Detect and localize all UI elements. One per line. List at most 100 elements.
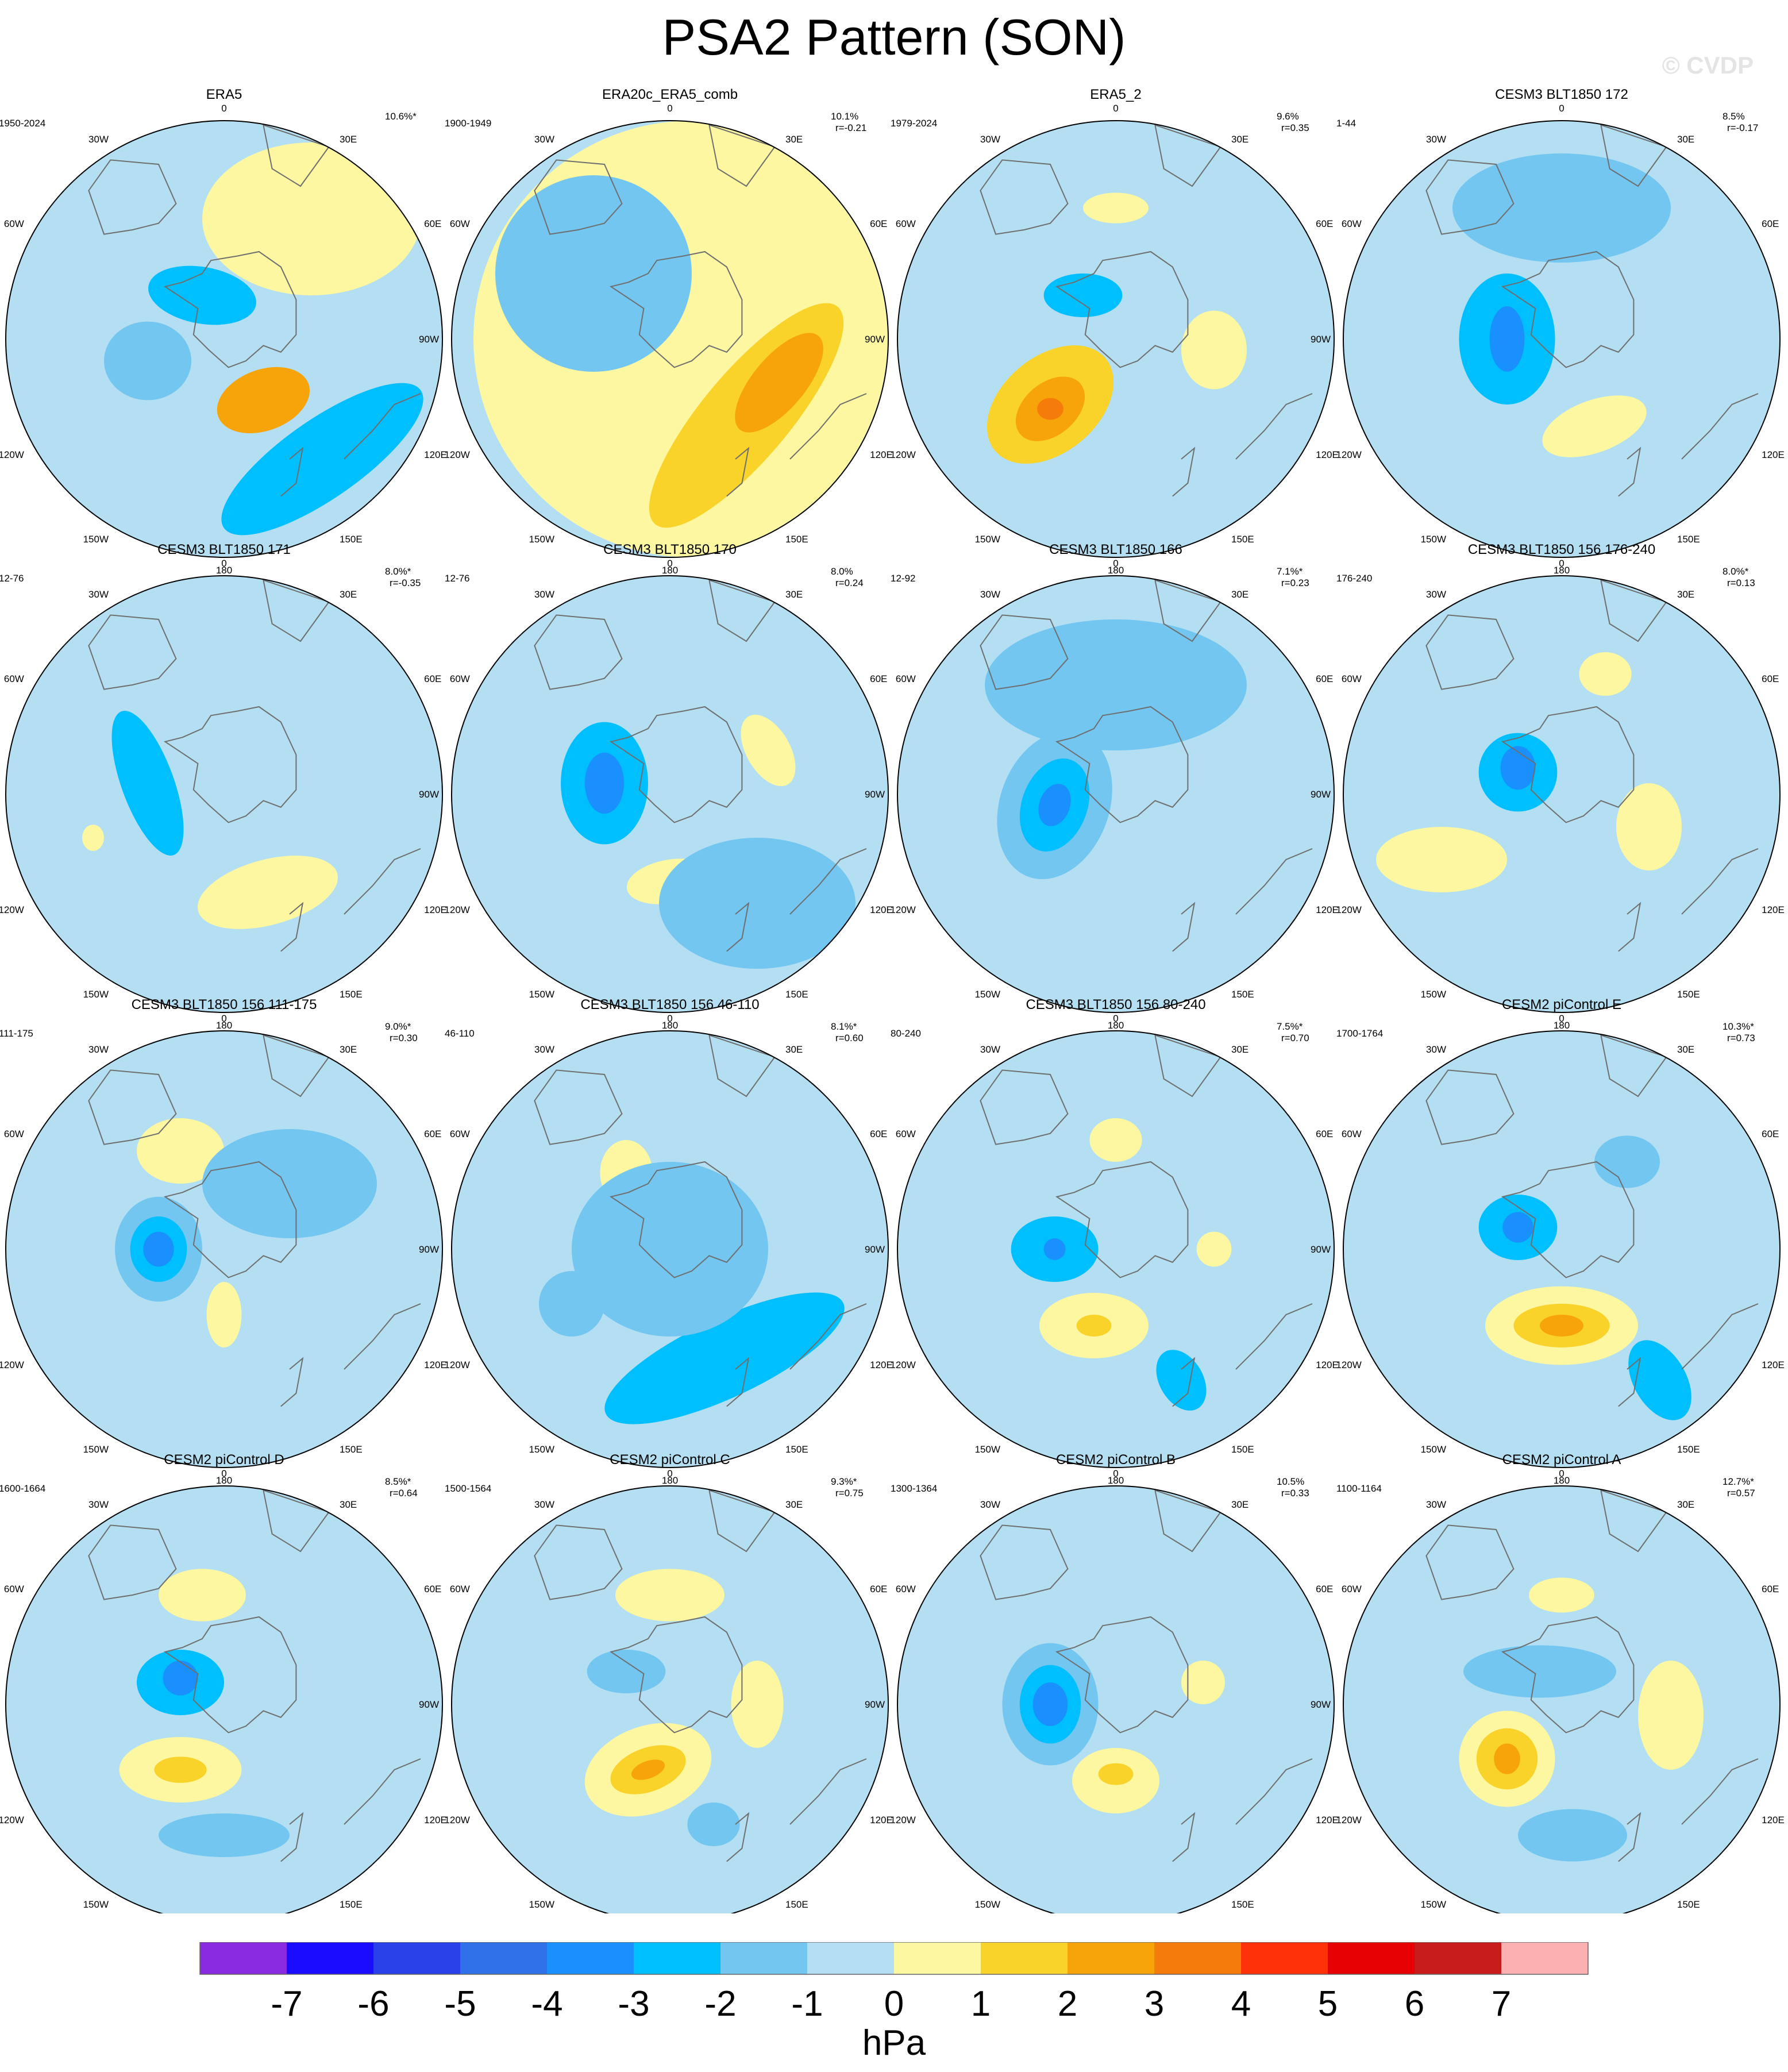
longitude-label: 150E — [340, 1899, 363, 1910]
longitude-label: 120W — [444, 904, 469, 915]
map-background — [897, 1486, 1334, 1913]
longitude-label: 180 — [662, 1475, 678, 1486]
longitude-label: 150W — [1421, 1444, 1446, 1455]
map-panel: CESM3 BLT1850 166 12-92 7.1%*r=0.23 0 30E 60E… — [865, 542, 1364, 1031]
anomaly-contour — [1616, 783, 1682, 871]
panel-years: 80-240 — [891, 1028, 921, 1039]
colorbar-swatch — [807, 1942, 894, 1974]
colorbar-swatch — [894, 1942, 981, 1974]
panel-variance: 8.0%* — [385, 566, 411, 577]
panel-correlation: r=0.57 — [1727, 1488, 1755, 1499]
panel-correlation: r=0.33 — [1281, 1488, 1309, 1499]
coastline — [280, 1812, 304, 1862]
colorbar-tick-label: -7 — [271, 1984, 302, 2024]
longitude-label: 60W — [450, 218, 470, 229]
longitude-label: 60E — [424, 1129, 441, 1139]
panel-correlation: r=-0.35 — [390, 577, 421, 588]
panel-variance: 7.1%* — [1277, 566, 1303, 577]
colorbar-swatch — [1328, 1942, 1415, 1974]
longitude-label: 0 — [221, 103, 226, 114]
map-panel: ERA51950-202410.6%*030E60E90E120E150E180… — [0, 87, 472, 576]
coastline — [1172, 1812, 1196, 1862]
longitude-label: 30E — [1677, 589, 1694, 600]
longitude-label: 150W — [1421, 534, 1446, 545]
longitude-label: 30W — [1426, 1499, 1446, 1510]
anomaly-contour — [143, 1231, 174, 1267]
longitude-label: 60E — [1316, 1129, 1333, 1139]
watermark: © CVDP — [1662, 52, 1754, 79]
coastline — [534, 614, 623, 690]
colorbar-units: hPa — [862, 2023, 926, 2063]
coastline — [163, 706, 297, 823]
coastline — [263, 1489, 330, 1553]
map-border — [451, 575, 889, 1013]
longitude-label: 60E — [1316, 673, 1333, 684]
longitude-label: 90W — [1311, 1699, 1331, 1710]
coastline — [1501, 1616, 1635, 1734]
map-background — [1343, 1486, 1780, 1913]
longitude-label: 0 — [1559, 1468, 1564, 1479]
longitude-label: 180 — [1108, 1020, 1124, 1031]
longitude-label: 120E — [1762, 449, 1785, 460]
coastline — [1600, 1489, 1668, 1553]
coastline — [789, 848, 867, 915]
longitude-label: 30E — [340, 134, 357, 145]
coastline — [1425, 1069, 1515, 1145]
longitude-label: 60W — [896, 673, 916, 684]
longitude-label: 120W — [444, 449, 469, 460]
coastline — [1425, 159, 1515, 235]
longitude-label: 30E — [1231, 134, 1248, 145]
longitude-label: 120W — [444, 1815, 469, 1825]
longitude-label: 120E — [1762, 1815, 1785, 1825]
anomaly-contour — [104, 321, 191, 400]
panel-title: CESM3 BLT1850 156 80-240 — [1026, 997, 1205, 1012]
longitude-label: 120E — [1316, 904, 1339, 915]
longitude-label: 120E — [870, 1359, 893, 1370]
colorbar-swatch — [981, 1942, 1068, 1974]
panel-title: CESM3 BLT1850 166 — [1049, 542, 1182, 557]
longitude-label: 30W — [88, 134, 109, 145]
longitude-label: 60E — [870, 1129, 887, 1139]
longitude-label: 150W — [83, 989, 109, 1000]
longitude-label: 120E — [1316, 1815, 1339, 1825]
anomaly-contour — [202, 143, 421, 295]
longitude-label: 120W — [0, 1815, 24, 1825]
coastline — [1501, 706, 1635, 823]
longitude-label: 150E — [1677, 1899, 1700, 1910]
coastline — [88, 1524, 177, 1600]
colorbar: -7 -6 -5 -4 -3 -2 -1 0 1 2 3 4 5 6 7 hPa — [199, 1942, 1589, 2063]
anomaly-contour — [163, 1661, 198, 1696]
panel-correlation: r=0.23 — [1281, 577, 1309, 588]
longitude-label: 120W — [1336, 449, 1361, 460]
coastline — [263, 579, 330, 642]
colorbar-swatch — [720, 1942, 807, 1974]
longitude-label: 30W — [534, 589, 554, 600]
coastline — [1154, 579, 1222, 642]
anomaly-contour — [631, 1759, 665, 1780]
anomaly-contour — [221, 383, 423, 536]
panel-variance: 8.5% — [1723, 111, 1745, 122]
longitude-label: 30E — [785, 1499, 803, 1510]
coastline — [1055, 1161, 1189, 1278]
longitude-label: 150E — [1231, 1899, 1254, 1910]
map-border — [897, 1485, 1335, 1913]
colorbar-tick-label: -3 — [618, 1984, 649, 2024]
anomaly-contour — [197, 856, 338, 929]
panel-variance: 10.1% — [831, 111, 858, 122]
colorbar-tick-label: -4 — [531, 1984, 562, 2024]
longitude-label: 150W — [529, 1899, 554, 1910]
anomaly-contour — [1518, 1809, 1627, 1862]
panel-correlation: r=0.13 — [1727, 577, 1755, 588]
panel-title: CESM2 piControl C — [610, 1452, 730, 1468]
longitude-label: 0 — [221, 1468, 226, 1479]
longitude-label: 120E — [870, 1815, 893, 1825]
coastline — [1154, 1034, 1222, 1097]
colorbar-swatch — [547, 1942, 634, 1974]
anomaly-contour — [1540, 1315, 1583, 1337]
panel-variance: 8.0% — [831, 566, 853, 577]
longitude-label: 0 — [1113, 103, 1118, 114]
longitude-label: 150E — [340, 989, 363, 1000]
longitude-label: 90W — [419, 789, 439, 800]
longitude-label: 150E — [785, 1444, 808, 1455]
longitude-label: 150W — [83, 534, 109, 545]
